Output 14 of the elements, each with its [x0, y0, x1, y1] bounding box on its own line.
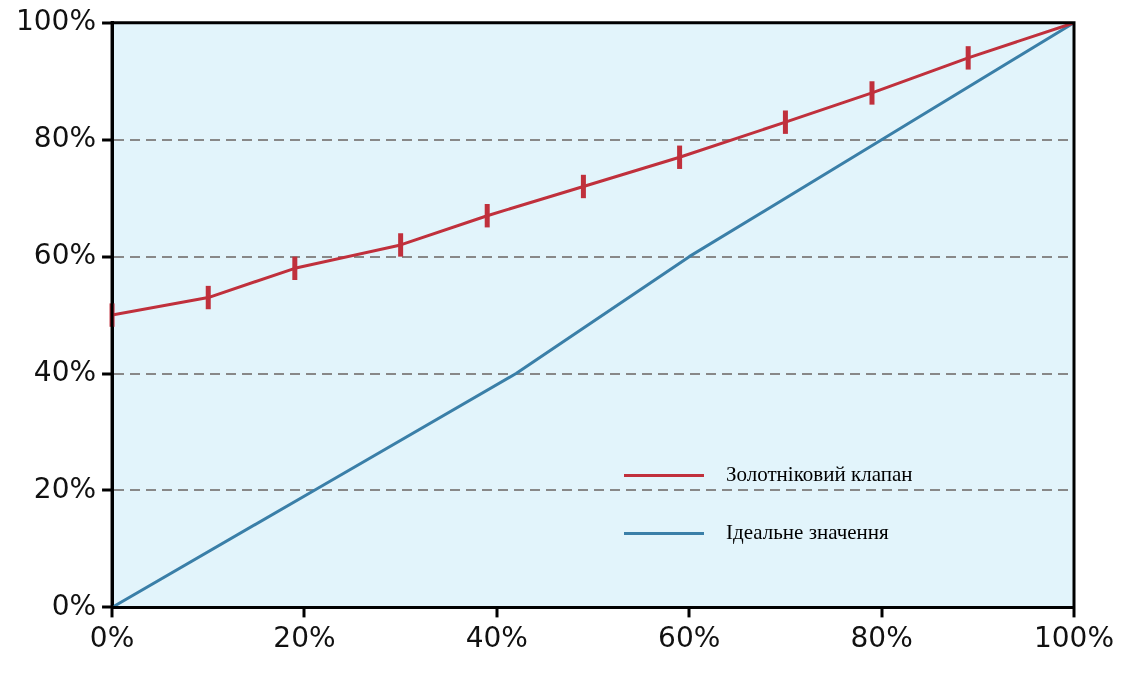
y-tick-label: 40% — [33, 354, 97, 388]
x-tick-label: 0% — [89, 621, 135, 655]
y-tick-label: 20% — [33, 471, 97, 505]
x-tick-label: 40% — [465, 621, 528, 655]
legend-label: Ідеальне значення — [726, 519, 889, 544]
y-tick-label: 0% — [51, 588, 97, 622]
y-tick-label: 80% — [33, 121, 97, 154]
x-tick-label: 80% — [850, 621, 913, 655]
x-tick-label: 100% — [1033, 621, 1115, 655]
legend-label: Золотніковий клапан — [726, 461, 913, 486]
x-tick-label: 20% — [273, 621, 336, 655]
y-tick-label: 60% — [33, 237, 97, 271]
y-tick-label: 100% — [15, 4, 97, 38]
x-tick-label: 60% — [658, 621, 721, 655]
